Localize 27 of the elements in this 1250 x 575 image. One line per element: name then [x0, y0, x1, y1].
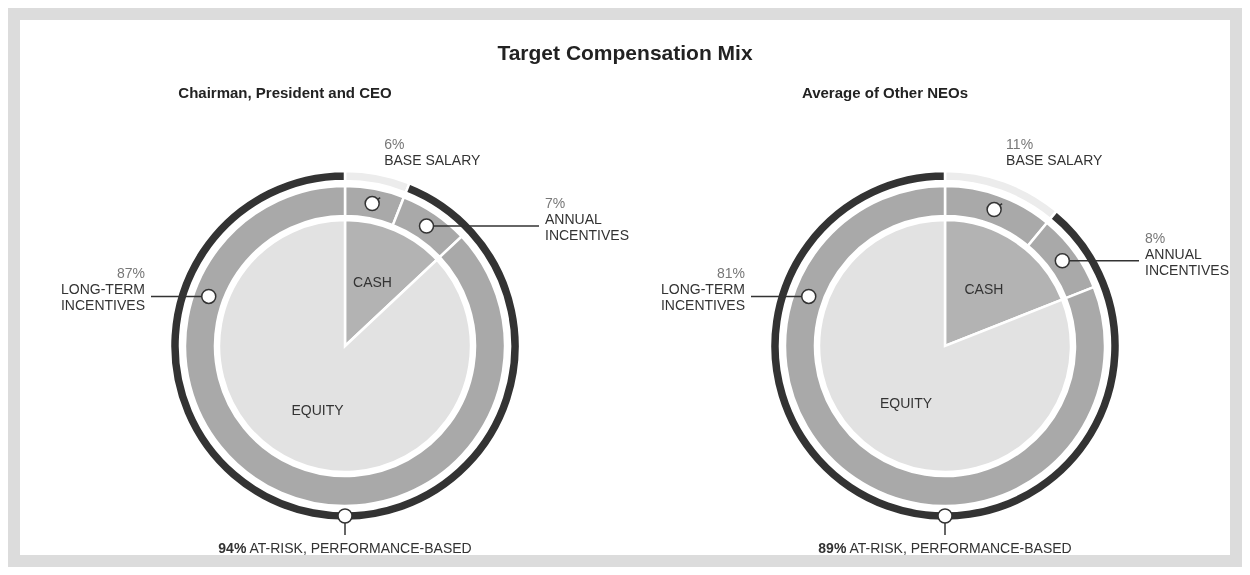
data-label: 8% [1145, 229, 1166, 246]
chart-title: Target Compensation Mix [497, 41, 753, 64]
data-label: 94% [218, 540, 247, 556]
slice-label: LONG-TERM INCENTIVES [60, 281, 145, 314]
slice-label: CASH [964, 280, 1004, 297]
chart-subtitle: Chairman, President and CEO [178, 84, 393, 101]
slice-label: EQUITY [291, 401, 345, 418]
donut-slice [183, 184, 507, 508]
data-label: 89% [818, 540, 847, 556]
data-label: 87% [116, 265, 145, 282]
data-label: 11% [1006, 136, 1034, 152]
donut-slice [783, 184, 1107, 508]
slice-label: ANNUAL INCENTIVES [1145, 245, 1230, 278]
slice-label: BASE SALARY [384, 152, 482, 168]
data-label: 6% [384, 136, 405, 152]
pie-slice [217, 218, 473, 474]
pie-slice [817, 218, 1073, 474]
slice-label: ANNUAL INCENTIVES [545, 211, 630, 244]
data-label: 7% [545, 195, 566, 212]
slice-label: AT-RISK, PERFORMANCE-BASED [249, 540, 472, 556]
chart-subtitle: Average of Other NEOs [801, 84, 969, 101]
slice-label: EQUITY [879, 395, 933, 412]
data-label: 81% [716, 265, 745, 282]
slice-label: BASE SALARY [1006, 152, 1104, 168]
slice-label: LONG-TERM INCENTIVES [660, 281, 745, 314]
slice-label: CASH [353, 274, 392, 291]
slice-label: AT-RISK, PERFORMANCE-BASED [849, 540, 1072, 556]
